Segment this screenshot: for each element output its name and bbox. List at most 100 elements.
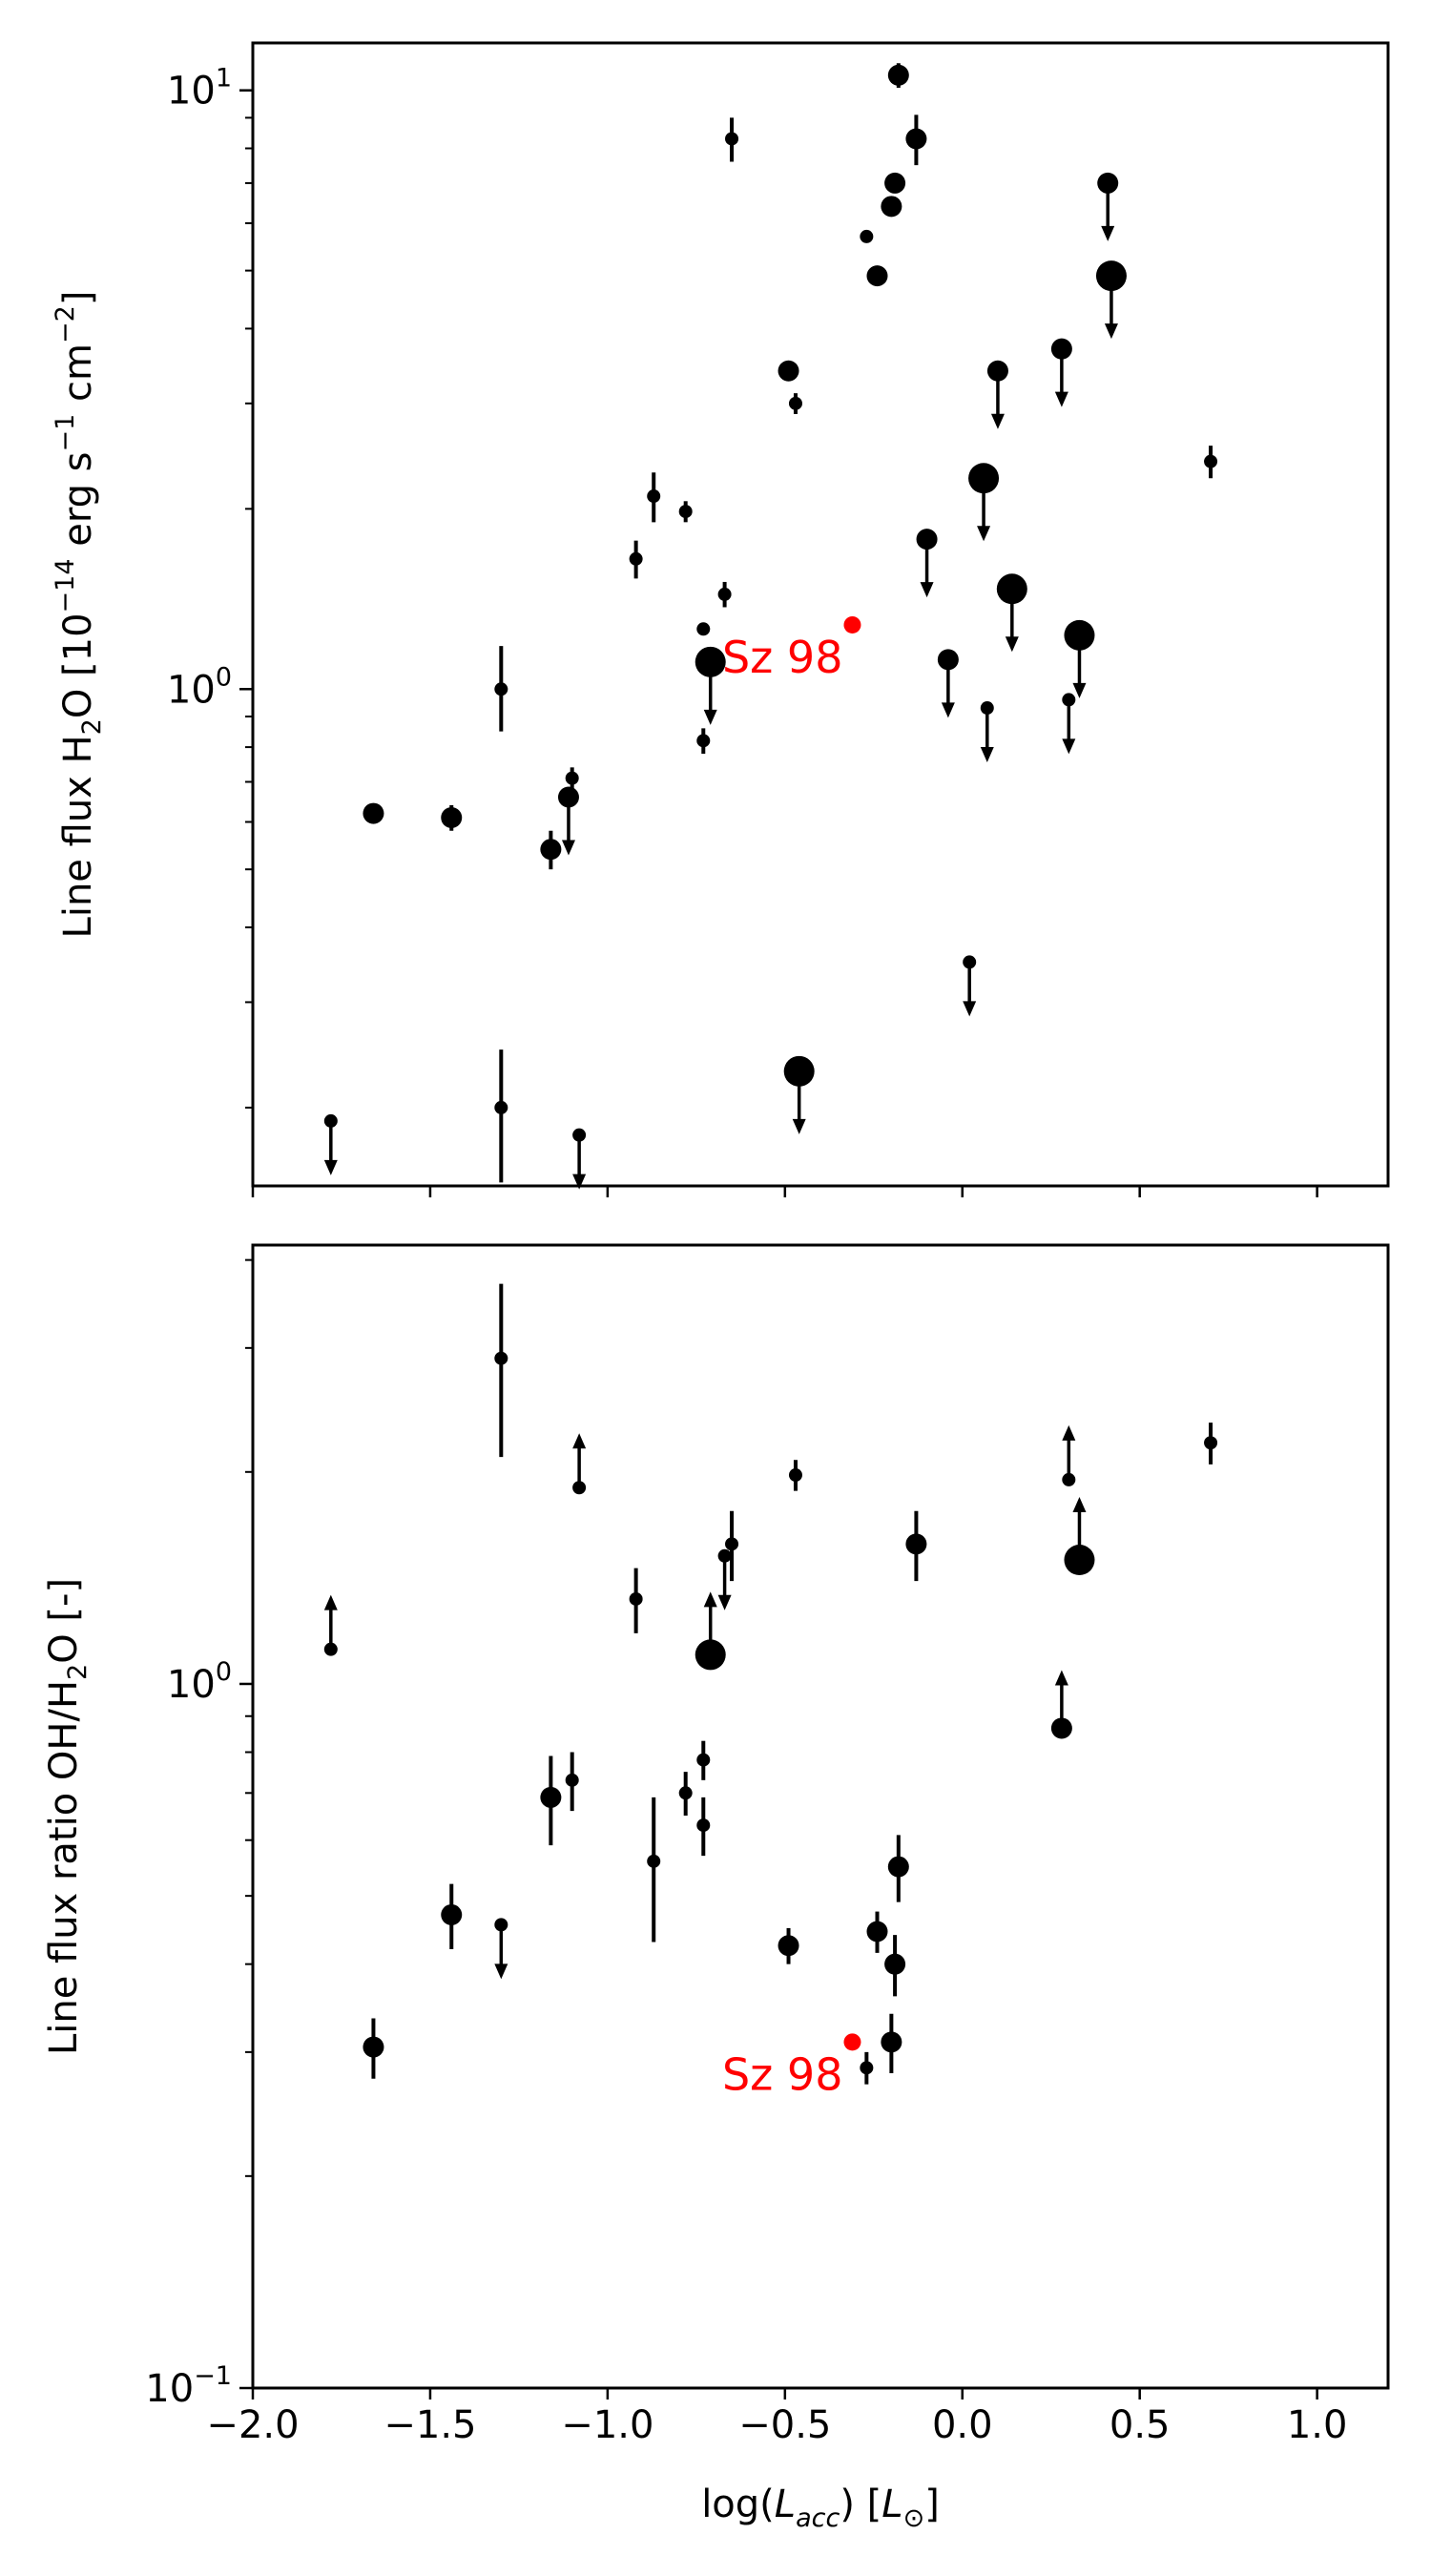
data-point	[572, 1433, 587, 1495]
data-point	[647, 1797, 661, 1942]
data-marker	[860, 2061, 874, 2075]
limit-arrow-head	[572, 1174, 587, 1190]
data-point	[696, 1740, 711, 1780]
data-point	[647, 472, 661, 523]
data-point	[1097, 172, 1119, 241]
data-marker	[494, 1351, 508, 1365]
highlight-label: Sz 98	[722, 632, 843, 683]
y-tick-label: 101	[167, 64, 232, 114]
data-marker	[916, 529, 938, 551]
data-marker	[1097, 172, 1119, 194]
top-y-axis-label: Line flux H2O [10−14 erg s−1 cm−2]	[51, 291, 107, 939]
x-tick-label: −1.5	[384, 2403, 476, 2447]
data-marker	[323, 1642, 338, 1656]
data-marker	[1062, 1472, 1076, 1486]
data-marker	[696, 1753, 711, 1767]
data-marker	[629, 1591, 643, 1606]
data-marker	[937, 649, 959, 671]
data-point	[778, 1927, 799, 1964]
limit-arrow-head	[1054, 1670, 1068, 1686]
data-marker	[1064, 1545, 1095, 1576]
data-marker	[881, 2031, 902, 2053]
data-point	[725, 117, 739, 162]
limit-arrow-head	[717, 1594, 732, 1610]
data-marker	[866, 265, 888, 287]
data-marker	[887, 1856, 909, 1878]
data-point	[986, 360, 1008, 429]
data-marker	[725, 132, 739, 146]
data-marker	[717, 587, 732, 601]
data-marker	[905, 128, 927, 150]
data-point	[788, 1460, 802, 1491]
data-point	[968, 463, 1000, 542]
data-marker	[866, 1921, 888, 1942]
data-marker	[1095, 260, 1127, 292]
data-point	[717, 1548, 732, 1610]
data-marker	[494, 1918, 508, 1932]
bottom-plot-frame	[251, 1243, 1390, 2390]
top-panel: Sz 98 100 101 Line flux H2O [10−14 erg s−…	[51, 41, 1390, 1197]
data-point	[881, 196, 902, 218]
data-marker	[963, 955, 977, 969]
data-point	[881, 2013, 902, 2073]
limit-arrow-head	[1005, 636, 1019, 653]
data-marker	[441, 806, 463, 828]
data-marker	[696, 622, 711, 636]
data-marker	[996, 573, 1027, 605]
data-point	[557, 786, 579, 856]
data-marker	[565, 1773, 579, 1787]
data-point	[629, 1568, 643, 1633]
x-axis-label: log(Lacc) [L⊙]	[701, 2483, 940, 2533]
limit-arrow-head	[323, 1159, 338, 1175]
data-marker	[323, 1113, 338, 1128]
data-point	[441, 804, 463, 831]
data-point	[540, 830, 562, 870]
data-point	[572, 1128, 587, 1190]
data-point	[696, 1797, 711, 1857]
data-point	[565, 767, 579, 790]
y-tick-label: 10−1	[145, 2361, 232, 2411]
data-point	[494, 1049, 508, 1183]
data-marker	[565, 771, 579, 785]
limit-arrow-head	[920, 582, 934, 598]
data-point	[860, 2051, 874, 2085]
data-point	[696, 622, 711, 636]
data-point	[905, 1510, 927, 1582]
limit-arrow-head	[703, 709, 717, 725]
data-marker	[725, 1537, 739, 1551]
x-tick-label: −2.0	[206, 2403, 299, 2447]
data-marker	[887, 64, 909, 86]
data-marker	[494, 682, 508, 696]
data-marker	[363, 2036, 384, 2058]
data-point	[937, 649, 959, 718]
data-point	[1050, 1670, 1072, 1739]
data-point	[1062, 693, 1076, 755]
data-marker	[968, 463, 1000, 494]
data-marker	[540, 1786, 562, 1808]
highlight-marker	[843, 2033, 861, 2051]
data-marker	[695, 646, 726, 677]
data-point	[363, 802, 384, 824]
data-point	[363, 2018, 384, 2079]
limit-arrow-head	[1062, 1424, 1076, 1441]
x-tick-label: −0.5	[738, 2403, 831, 2447]
top-plot-frame	[251, 41, 1390, 1188]
limit-arrow-head	[572, 1433, 587, 1449]
x-tick-label: 0.0	[932, 2403, 993, 2447]
data-marker	[696, 734, 711, 748]
top-axis-ticks: 100 101	[167, 64, 1318, 1197]
data-point	[905, 114, 927, 166]
data-point	[884, 1935, 906, 1997]
data-marker	[1050, 1717, 1072, 1739]
data-marker	[572, 1481, 587, 1495]
highlight-marker	[843, 615, 861, 634]
bottom-data-marks: Sz 98	[323, 1283, 1218, 2100]
data-point	[494, 1918, 508, 1980]
data-point	[1204, 446, 1218, 479]
x-tick-label: −1.0	[561, 2403, 653, 2447]
data-point	[887, 1835, 909, 1902]
data-point	[996, 573, 1027, 653]
data-marker	[1064, 619, 1095, 651]
highlight-label: Sz 98	[722, 2048, 843, 2100]
